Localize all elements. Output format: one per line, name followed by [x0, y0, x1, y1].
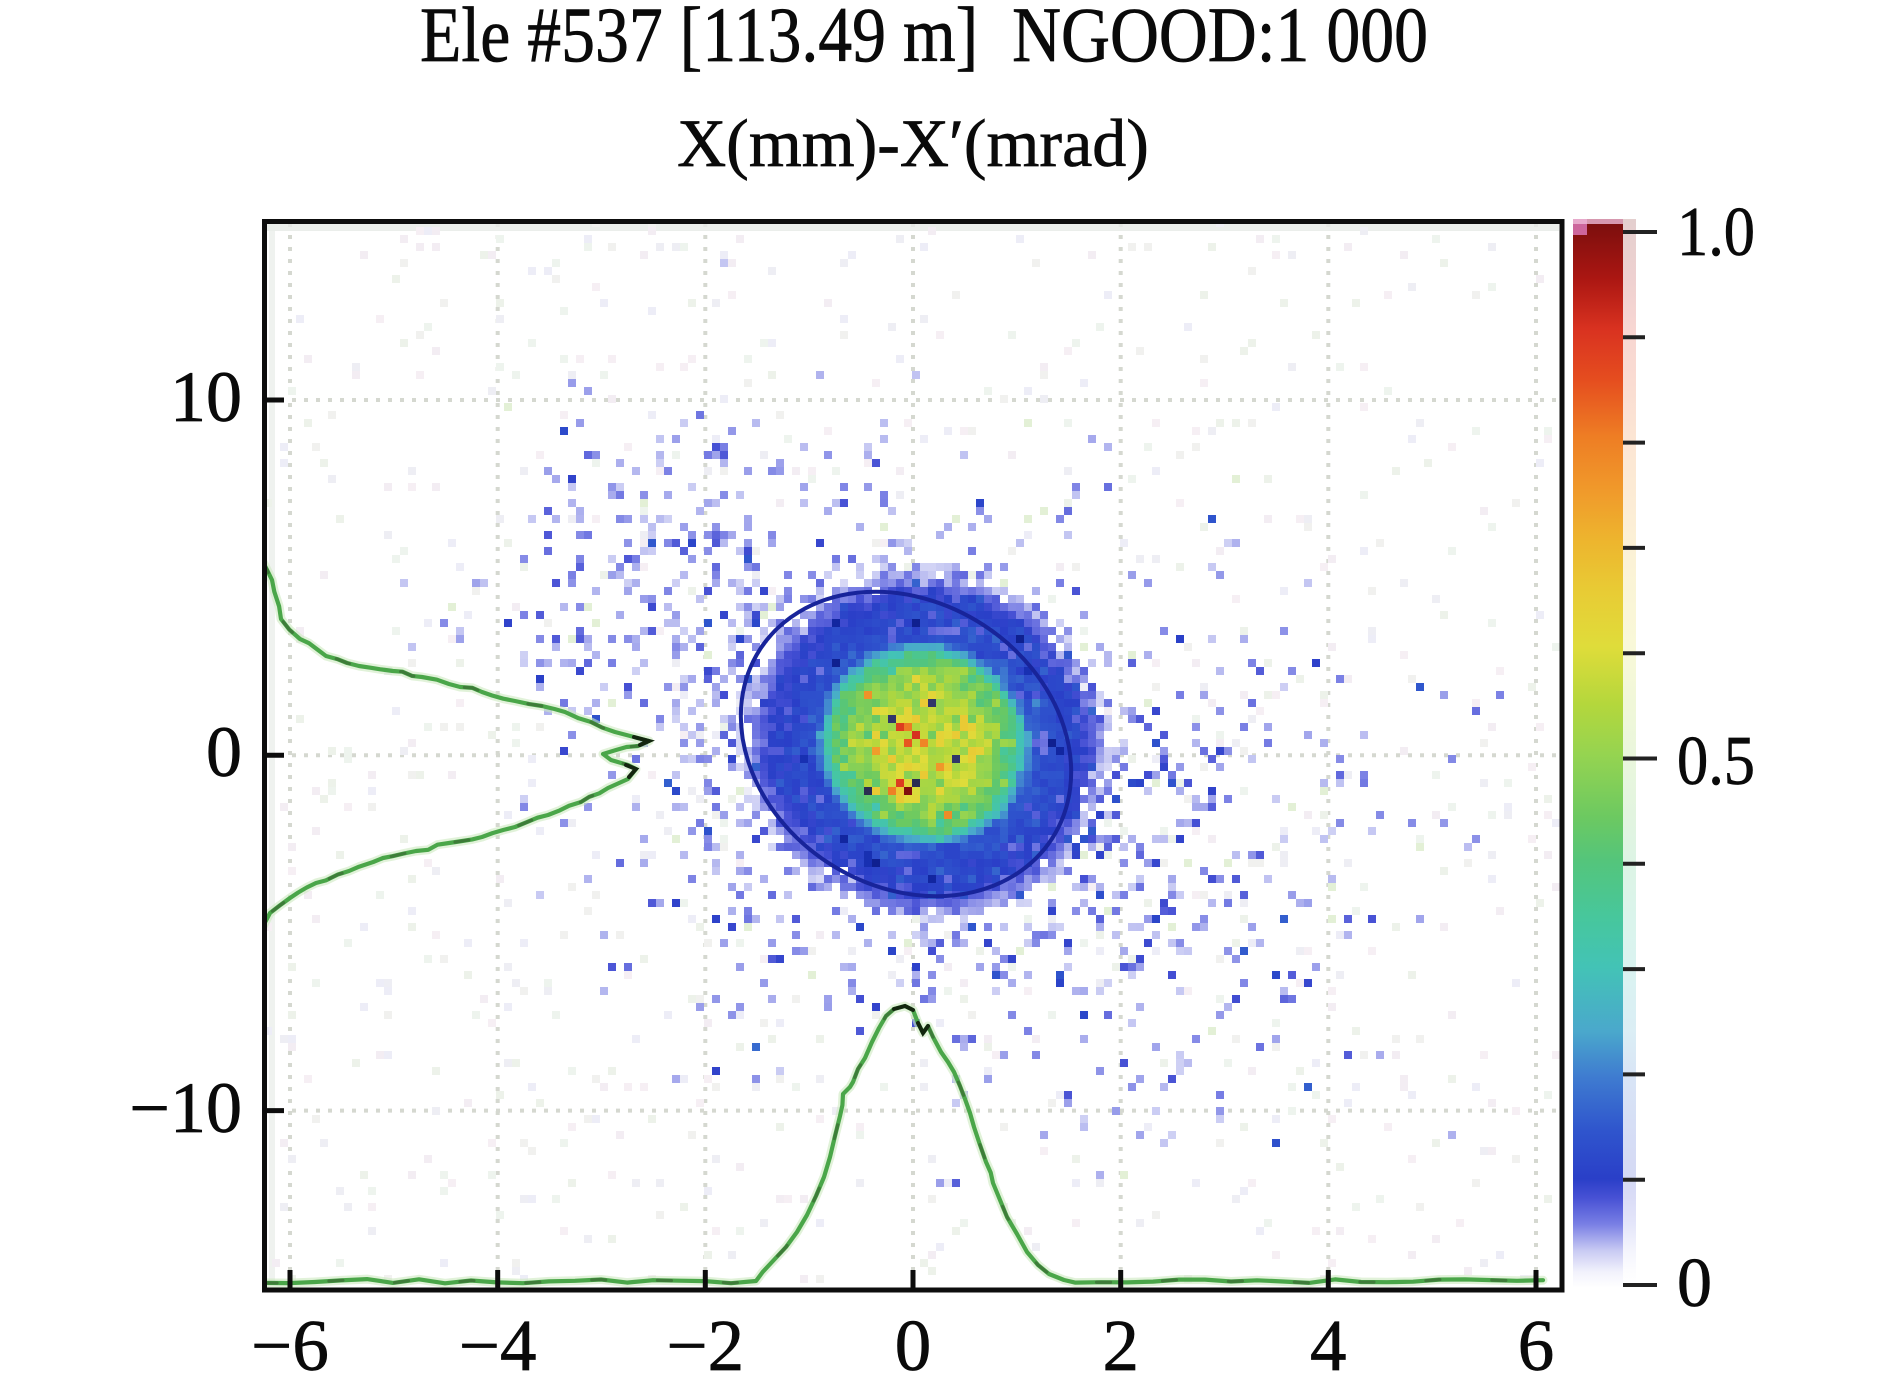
svg-text:Ele #537 [113.49 m] NGOOD:1 0: Ele #537 [113.49 m] NGOOD:1 000 — [420, 0, 1428, 78]
svg-text:−4: −4 — [459, 1305, 537, 1386]
svg-text:−10: −10 — [129, 1068, 242, 1148]
svg-text:X(mm)-X′(mrad): X(mm)-X′(mrad) — [677, 105, 1149, 181]
svg-text:0: 0 — [206, 712, 242, 792]
svg-text:10: 10 — [170, 357, 242, 437]
svg-text:4: 4 — [1310, 1305, 1347, 1386]
svg-text:0: 0 — [1677, 1245, 1712, 1322]
svg-text:2: 2 — [1102, 1305, 1139, 1386]
svg-text:6: 6 — [1518, 1305, 1555, 1386]
svg-text:−6: −6 — [251, 1305, 329, 1386]
svg-text:1.0: 1.0 — [1677, 194, 1755, 271]
svg-text:0.5: 0.5 — [1677, 723, 1755, 800]
svg-text:−2: −2 — [666, 1305, 744, 1386]
svg-text:0: 0 — [895, 1305, 932, 1386]
